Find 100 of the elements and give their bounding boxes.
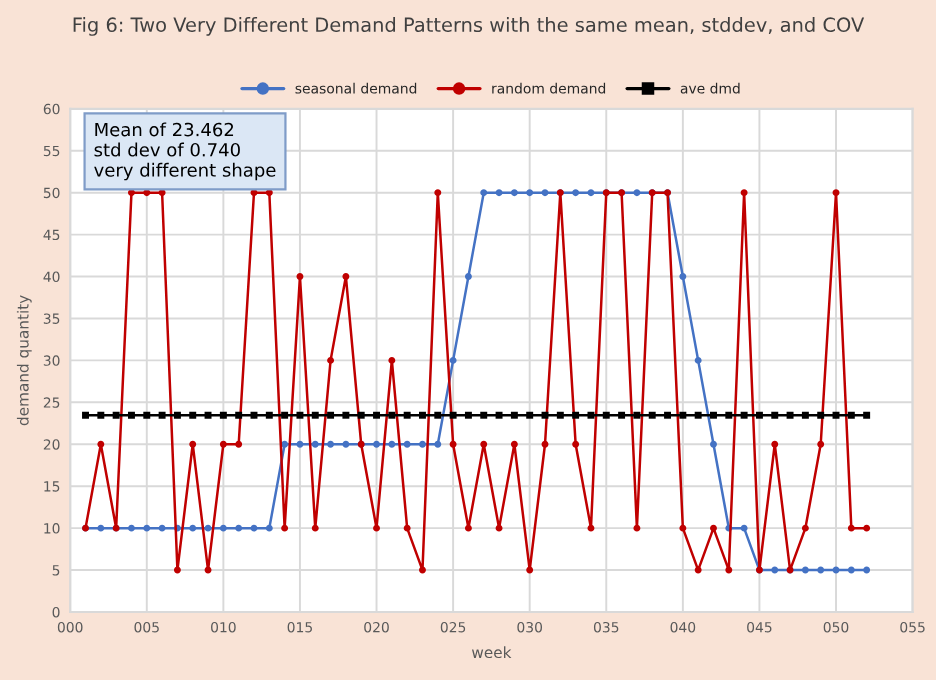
point	[618, 411, 626, 419]
point	[755, 411, 763, 419]
point	[127, 411, 135, 419]
point	[771, 566, 779, 574]
point	[679, 273, 687, 281]
point	[495, 189, 503, 197]
point	[694, 356, 702, 364]
point	[449, 440, 457, 448]
point	[127, 524, 135, 532]
point	[480, 411, 488, 419]
point	[235, 440, 243, 448]
point	[832, 189, 840, 197]
point	[342, 273, 350, 281]
point	[817, 566, 825, 574]
point	[388, 440, 396, 448]
point	[464, 524, 472, 532]
point	[82, 411, 89, 419]
point	[786, 411, 794, 419]
point	[219, 440, 227, 448]
point	[817, 411, 825, 419]
point	[694, 411, 702, 419]
point	[587, 189, 595, 197]
point	[281, 411, 289, 419]
point	[296, 440, 304, 448]
point	[434, 440, 442, 448]
point	[572, 440, 580, 448]
point	[648, 411, 656, 419]
point	[419, 411, 426, 419]
point	[296, 411, 304, 419]
point	[97, 524, 105, 532]
point	[526, 189, 534, 197]
point	[327, 356, 335, 364]
point	[311, 411, 319, 419]
point	[725, 411, 733, 419]
point	[296, 273, 304, 281]
point	[725, 566, 733, 574]
point	[495, 411, 503, 419]
point	[173, 411, 181, 419]
point	[265, 411, 273, 419]
point	[710, 524, 717, 532]
point	[464, 411, 472, 419]
point	[342, 411, 350, 419]
point	[847, 524, 855, 532]
point	[679, 524, 687, 532]
point	[526, 411, 534, 419]
point	[434, 411, 442, 419]
point	[265, 524, 273, 532]
point	[541, 189, 549, 197]
point	[204, 411, 212, 419]
point	[863, 566, 871, 574]
point	[633, 411, 641, 419]
point	[143, 189, 151, 197]
point	[97, 440, 105, 448]
point	[633, 524, 641, 532]
point	[541, 440, 549, 448]
point	[633, 189, 641, 197]
point	[679, 411, 687, 419]
point	[710, 440, 717, 448]
point	[112, 411, 120, 419]
point	[419, 440, 426, 448]
point	[710, 411, 717, 419]
point	[158, 411, 166, 419]
point	[403, 524, 411, 532]
point	[189, 440, 197, 448]
point	[143, 524, 151, 532]
point	[526, 566, 534, 574]
point	[771, 440, 779, 448]
point	[847, 566, 855, 574]
point	[327, 411, 335, 419]
point	[388, 411, 396, 419]
point	[219, 524, 227, 532]
point	[740, 524, 748, 532]
point	[143, 411, 151, 419]
point	[434, 189, 442, 197]
point	[342, 440, 350, 448]
point	[847, 411, 855, 419]
point	[327, 440, 335, 448]
point	[265, 189, 273, 197]
point	[419, 566, 426, 574]
point	[771, 411, 779, 419]
point	[388, 356, 396, 364]
point	[97, 411, 105, 419]
point	[464, 273, 472, 281]
point	[480, 440, 488, 448]
point	[801, 524, 809, 532]
point	[556, 411, 564, 419]
point	[863, 524, 871, 532]
point	[740, 189, 748, 197]
point	[311, 440, 319, 448]
point	[510, 440, 518, 448]
point	[664, 411, 672, 419]
point	[863, 411, 871, 419]
point	[219, 411, 227, 419]
point	[173, 566, 181, 574]
point	[357, 411, 365, 419]
point	[740, 411, 748, 419]
point	[449, 411, 457, 419]
point	[510, 189, 518, 197]
point	[694, 566, 702, 574]
point	[572, 411, 580, 419]
